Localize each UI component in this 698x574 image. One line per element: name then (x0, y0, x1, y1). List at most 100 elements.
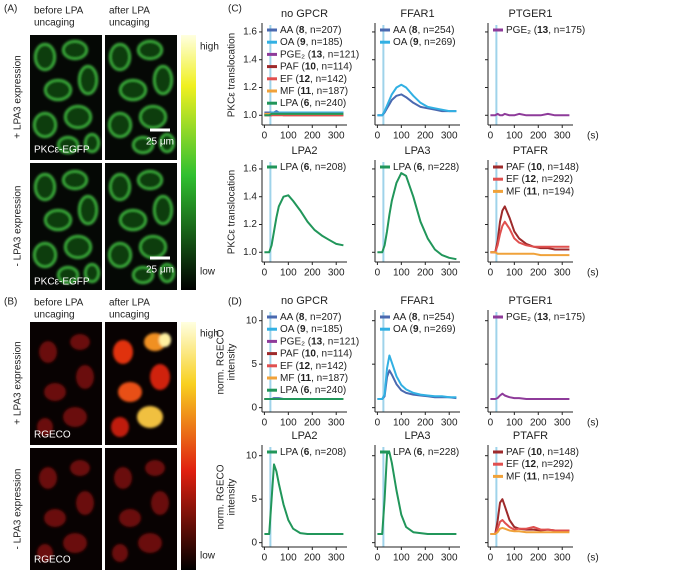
x-tick-label: 100 (506, 418, 523, 429)
legend-part: 12 (299, 73, 311, 84)
legend-part: , n=292) (536, 459, 573, 470)
chart-title: no GPCR (281, 295, 328, 307)
x-tick-label: 100 (393, 553, 410, 564)
row-label: - LPA3 expression (13, 186, 24, 267)
legend-part: 10 (305, 61, 317, 72)
legend-part: 11 (527, 471, 538, 482)
series-line (490, 205, 570, 254)
y-tick-label: 1.4 (243, 191, 257, 202)
legend-part: 6 (304, 162, 310, 173)
legend-part: 13 (311, 49, 323, 60)
column-header: after LPA (109, 298, 150, 309)
colorbar (181, 35, 196, 290)
legend-part: , n=114) (316, 61, 352, 72)
legend-part: , n=292) (536, 174, 573, 185)
column-header: before LPA (34, 6, 84, 17)
legend-part: LPA ( (393, 447, 417, 458)
legend-part: 9 (413, 37, 419, 48)
legend-part: , n=175) (548, 312, 585, 323)
x-tick-label: 0 (488, 268, 494, 279)
x-tick-label: 300 (554, 131, 571, 142)
x-tick-label: 200 (304, 553, 321, 564)
y-axis-label: PKCε translocation (227, 33, 238, 118)
legend-part: , n=240) (309, 98, 346, 109)
legend-part: , n=148) (542, 162, 579, 173)
legend-label: PAF (10, n=148) (506, 447, 579, 458)
chart: FFAR1 0 100 200 300 AA (8, n=254)OA (9, n=269… (372, 295, 460, 429)
y-axis-label: norm. RGECO (216, 329, 227, 394)
chart: LPA3 0 100 200 300 LPA (6, n=228) (372, 145, 460, 279)
legend-part: LPA ( (280, 162, 304, 173)
series-line (377, 451, 457, 535)
legend-part: , n=121) (322, 336, 359, 347)
panel-label: (B) (4, 297, 17, 308)
legend-label: PGE₂ (13, n=175) (506, 25, 585, 36)
x-tick-label: 0 (488, 553, 494, 564)
legend-part: PGE₂ ( (506, 312, 538, 323)
y-axis-label: norm. RGECO (216, 464, 227, 529)
chart-title: LPA3 (404, 145, 430, 157)
series-line (490, 519, 570, 535)
row-label: - LPA3 expression (13, 469, 24, 550)
panel-label: (C) (228, 4, 242, 15)
y-tick-label: 0 (251, 402, 257, 413)
legend-part: 8 (299, 312, 305, 323)
legend-part: LPA ( (280, 98, 304, 109)
panel-label: (A) (4, 4, 17, 15)
legend-part: PGE₂ ( (280, 49, 312, 60)
legend-part: , n=207) (304, 312, 341, 323)
column-header: uncaging (34, 18, 75, 29)
legend-part: 9 (413, 324, 419, 335)
legend-part: 13 (537, 25, 549, 36)
stain-label: PKCε-EGFP (34, 277, 90, 288)
legend-label: AA (8, n=207) (280, 25, 341, 36)
stain-label: RGECO (34, 555, 71, 566)
legend-part: PAF ( (280, 61, 305, 72)
x-tick-label: 200 (530, 268, 547, 279)
legend-part: PAF ( (506, 162, 531, 173)
x-tick-label: 100 (506, 131, 523, 142)
legend-part: 6 (304, 98, 310, 109)
legend-part: , n=240) (309, 385, 346, 396)
x-axis-label: (s) (587, 131, 599, 142)
series-line (264, 111, 344, 115)
legend-part: 13 (537, 312, 549, 323)
x-tick-label: 100 (393, 268, 410, 279)
x-tick-label: 0 (262, 418, 268, 429)
x-tick-label: 200 (417, 131, 434, 142)
x-tick-label: 0 (488, 131, 494, 142)
series-line (490, 392, 570, 400)
series-line (377, 83, 457, 117)
y-tick-label: 1.6 (243, 164, 257, 175)
y-axis-label: intensity (227, 344, 238, 381)
chart: PTGER1 0 100 200 300 (s) PGE₂ (13, n=175) (485, 8, 599, 142)
legend-label: LPA (6, n=208) (280, 447, 346, 458)
x-axis-label: (s) (587, 268, 599, 279)
legend-part: MF ( (506, 186, 527, 197)
x-tick-label: 300 (441, 553, 458, 564)
legend-part: PGE₂ ( (506, 25, 538, 36)
chart-title: LPA3 (404, 430, 430, 442)
legend-label: EF (12, n=142) (280, 73, 347, 84)
x-tick-label: 100 (280, 553, 297, 564)
y-tick-label: 1.2 (243, 82, 257, 93)
legend-part: , n=142) (310, 360, 347, 371)
x-tick-label: 100 (506, 553, 523, 564)
legend-label: EF (12, n=142) (280, 360, 347, 371)
x-tick-label: 300 (554, 268, 571, 279)
legend-part: , n=187) (311, 86, 348, 97)
legend-part: 10 (531, 162, 543, 173)
x-tick-label: 200 (304, 268, 321, 279)
legend-part: , n=269) (419, 324, 456, 335)
legend-part: 9 (300, 37, 306, 48)
chart-title: LPA2 (291, 430, 317, 442)
legend-part: EF ( (280, 73, 300, 84)
legend-part: 8 (412, 25, 418, 36)
chart: LPA2 1.0 1.2 1.4 1.6 0 100 200 300 PKCε transloca… (227, 145, 347, 279)
scale-label: 25 μm (146, 265, 174, 276)
panel-label: (D) (228, 297, 242, 308)
chart-title: PTAFR (513, 145, 548, 157)
legend-label: MF (11, n=194) (506, 186, 574, 197)
series-line (377, 354, 457, 400)
